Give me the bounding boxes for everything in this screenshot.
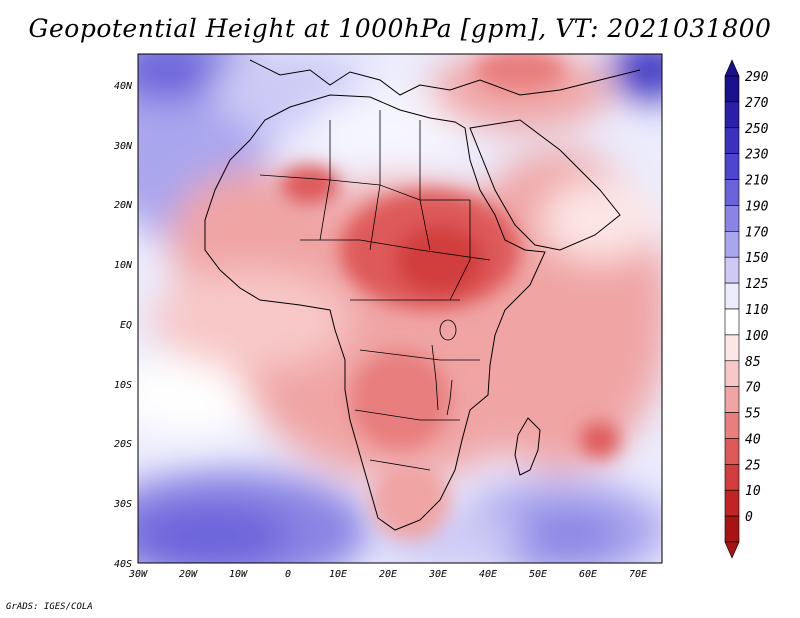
lon-tick-40e: 40E — [479, 569, 497, 580]
footer-credit: GrADS: IGES/COLA — [6, 602, 93, 612]
lake-victoria — [439, 319, 457, 341]
africa-coastline — [204, 94, 546, 531]
colorbar-swatch — [724, 205, 740, 232]
lat-tick-40n: 40N — [114, 81, 133, 92]
lat-tick-30n: 30N — [113, 141, 133, 152]
lon-tick-30w: 30W — [128, 569, 148, 580]
colorbar-label: 230 — [745, 148, 769, 163]
colorbar-label: 210 — [745, 174, 769, 189]
colorbar-swatch — [724, 515, 740, 543]
colorbar-label: 40 — [745, 432, 761, 447]
colorbar-swatch — [724, 360, 740, 387]
map-panel — [138, 54, 662, 563]
map-title: Geopotential Height at 1000hPa [gpm], VT… — [28, 14, 772, 43]
colorbar-swatch — [724, 282, 740, 310]
colorbar: 2902702502302101901701501251101008570554… — [724, 59, 769, 559]
colorbar-label: 250 — [745, 122, 769, 137]
lon-tick-20w: 20W — [179, 569, 198, 580]
colorbar-swatch — [724, 179, 740, 206]
colorbar-label: 0 — [745, 510, 753, 525]
colorbar-label: 150 — [745, 251, 769, 266]
colorbar-swatch — [724, 127, 740, 154]
colorbar-swatch — [724, 412, 740, 439]
colorbar-swatch — [724, 386, 740, 413]
colorbar-swatch — [724, 101, 740, 129]
colorbar-swatch — [724, 489, 740, 517]
europe-coastline — [249, 59, 641, 96]
lon-tick-60e: 60E — [579, 569, 597, 580]
lon-tick-50e: 50E — [529, 569, 547, 580]
colorbar-swatch — [724, 256, 740, 284]
lon-tick-20e: 20E — [379, 569, 397, 580]
map-frame — [137, 53, 663, 564]
colorbar-label: 125 — [745, 277, 769, 292]
lon-tick-30e: 30E — [428, 569, 447, 580]
colorbar-swatch — [724, 334, 740, 362]
colorbar-label: 25 — [745, 458, 761, 473]
colorbar-label: 70 — [745, 381, 761, 396]
lat-tick-40s: 40S — [114, 559, 132, 570]
colorbar-label: 10 — [745, 484, 761, 499]
colorbar-label: 85 — [745, 355, 761, 370]
lon-tick-10w: 10W — [229, 569, 248, 580]
colorbar-label: 110 — [745, 303, 769, 318]
lat-tick-eq: EQ — [120, 320, 132, 331]
lake-malawi — [446, 379, 453, 416]
country-borders — [259, 110, 491, 471]
colorbar-top-arrow — [724, 59, 740, 77]
madagascar-coastline — [514, 417, 541, 476]
lon-tick-10e: 10E — [329, 569, 347, 580]
arabia-coastline — [469, 119, 621, 251]
colorbar-label: 100 — [745, 329, 769, 344]
lon-tick-70e: 70E — [629, 569, 647, 580]
colorbar-swatch — [724, 464, 740, 491]
lon-tick-labels: 30W 20W 10W 0 10E 20E 30E 40E 50E 60E 70… — [128, 569, 647, 580]
lon-tick-0: 0 — [285, 569, 291, 580]
lat-tick-labels: 40N 30N 20N 10N EQ 10S 20S 30S 40S — [113, 81, 133, 570]
colorbar-bottom-arrow — [724, 541, 740, 559]
colorbar-swatch — [724, 75, 740, 103]
colorbar-label: 290 — [745, 70, 769, 85]
colorbar-label: 55 — [745, 407, 761, 422]
colorbar-label: 190 — [745, 199, 769, 214]
colorbar-swatch — [724, 308, 740, 336]
lat-tick-20s: 20S — [114, 439, 132, 450]
lat-tick-30s: 30S — [113, 499, 132, 510]
lake-tanganyika — [431, 344, 439, 411]
lat-tick-10s: 10S — [114, 380, 132, 391]
colorbar-swatch — [724, 231, 740, 258]
height-field — [138, 54, 662, 563]
lat-tick-10n: 10N — [114, 260, 133, 271]
colorbar-swatch — [724, 153, 740, 180]
colorbar-label: 270 — [745, 96, 769, 111]
colorbar-label: 170 — [745, 225, 769, 240]
lat-tick-20n: 20N — [114, 200, 133, 211]
colorbar-swatch — [724, 438, 740, 465]
